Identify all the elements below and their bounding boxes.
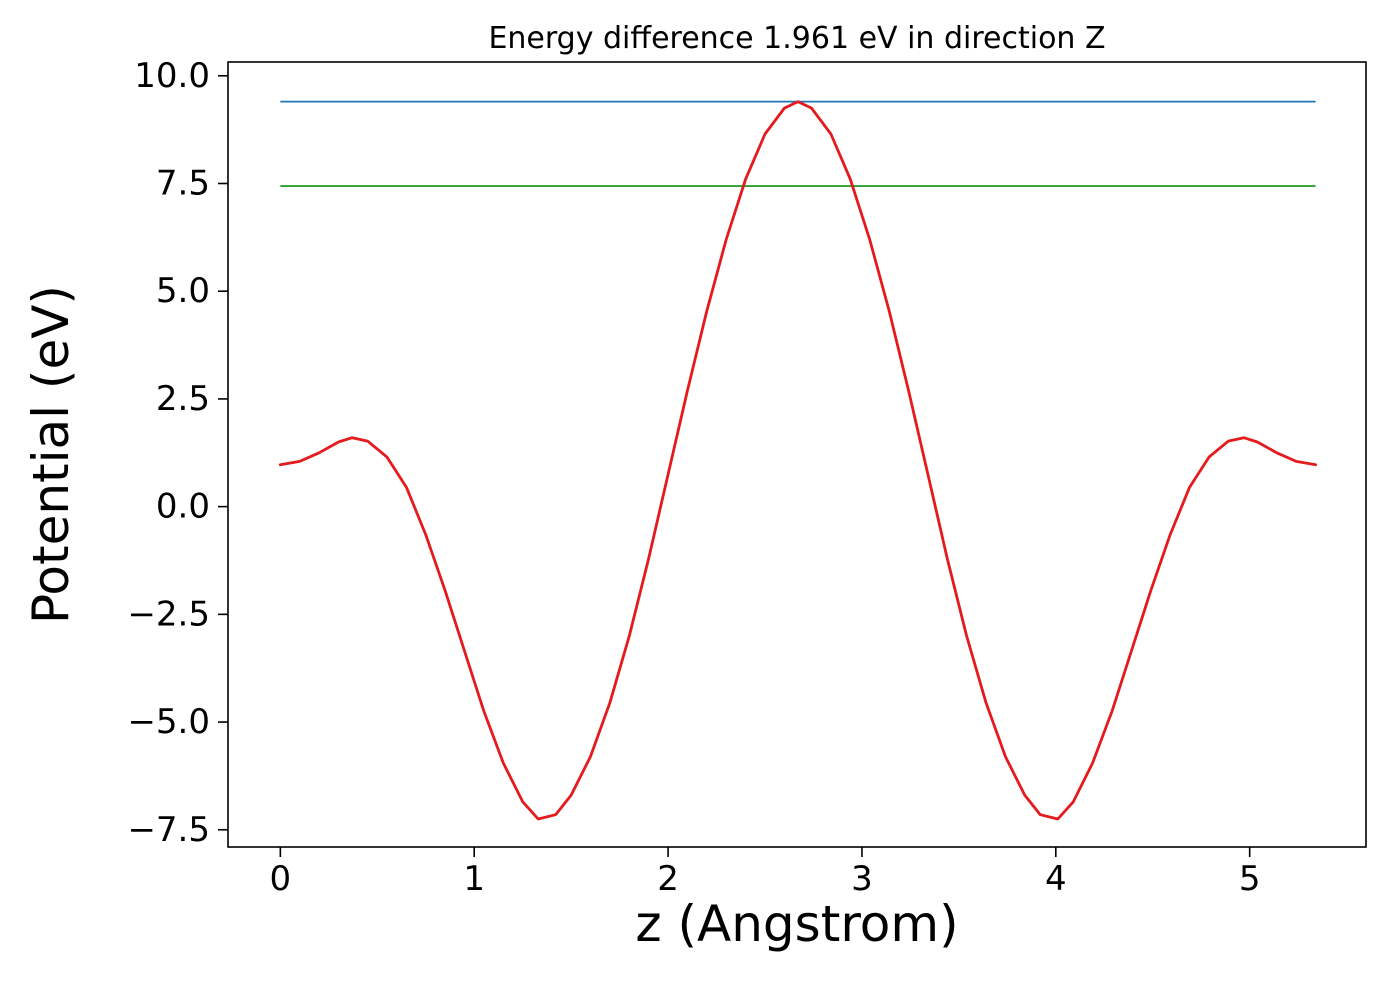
x-tick-label: 2 [657, 859, 679, 899]
y-tick-label: 5.0 [156, 271, 210, 311]
potential-curve [278, 100, 1317, 821]
y-tick-label: 10.0 [134, 56, 210, 96]
y-tick-label: −7.5 [127, 810, 210, 850]
x-axis-label: z (Angstrom) [635, 895, 959, 953]
y-tick-label: −5.0 [127, 702, 210, 742]
chart-title: Energy difference 1.961 eV in direction … [488, 21, 1106, 56]
x-tick-label: 1 [463, 859, 485, 899]
y-tick-label: 7.5 [156, 163, 210, 203]
y-tick-label: 2.5 [156, 379, 210, 419]
y-tick-label: −2.5 [127, 594, 210, 634]
y-tick-label: 0.0 [156, 487, 210, 527]
x-tick-label: 0 [270, 859, 292, 899]
x-tick-label: 3 [851, 859, 873, 899]
axes-frame [227, 61, 1367, 848]
x-tick-label: 4 [1045, 859, 1067, 899]
x-tick-label: 5 [1239, 859, 1261, 899]
